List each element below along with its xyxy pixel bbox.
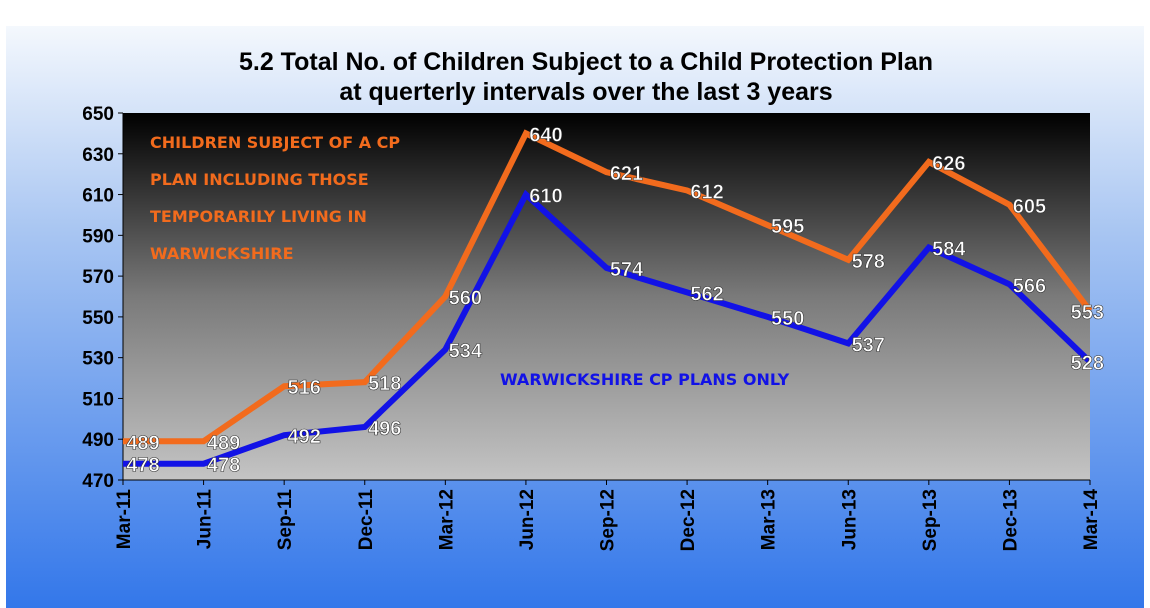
y-tick-label: 470 [82,471,114,492]
data-label: 640 [529,124,562,146]
data-label: 612 [690,181,723,203]
data-label: 562 [690,283,723,305]
y-tick-label: 650 [82,104,114,125]
series-annotation: CHILDREN SUBJECT OF A CP PLAN INCLUDING … [150,133,401,263]
series-line [123,129,1093,445]
data-label: 621 [610,163,643,185]
x-tick-label: Dec-11 [356,489,377,551]
chart-title: at querterly intervals over the last 3 y… [339,78,832,106]
data-label: 489 [126,432,159,454]
data-label: 584 [932,239,966,261]
series-annotation: WARWICKSHIRE CP PLANS ONLY [500,370,790,389]
x-tick-label: Sep-11 [275,489,296,551]
data-label: 478 [126,455,159,477]
data-label: 518 [368,373,401,395]
x-tick-label: Mar-12 [436,489,457,550]
x-tick-label: Sep-12 [598,489,619,551]
data-label: 550 [771,308,804,330]
data-label: 574 [610,259,644,281]
x-tick-label: Mar-14 [1081,489,1102,551]
chart-title: 5.2 Total No. of Children Subject to a C… [239,48,933,76]
x-tick-label: Mar-13 [759,489,780,550]
data-label: 560 [449,288,482,310]
data-label: 553 [1071,302,1104,324]
data-label: 537 [852,334,885,356]
data-label: 566 [1013,275,1046,297]
series-line [123,189,1093,467]
x-tick-label: Sep-13 [920,489,941,551]
y-tick-label: 530 [82,349,114,370]
data-label: 534 [449,341,483,363]
data-label: 516 [287,377,320,399]
data-label: 489 [207,432,240,454]
data-label: 578 [852,251,885,273]
x-tick-label: Jun-12 [517,489,538,550]
x-tick-label: Jun-13 [839,489,860,550]
data-label: 478 [207,455,240,477]
y-tick-label: 510 [82,389,114,410]
y-tick-label: 630 [82,145,114,166]
y-tick-label: 550 [82,308,114,329]
data-label: 492 [287,426,320,448]
y-tick-label: 610 [82,186,114,207]
y-tick-label: 490 [82,430,114,451]
x-tick-label: Mar-11 [114,489,135,550]
x-tick-label: Dec-12 [678,489,699,551]
x-tick-label: Dec-13 [1000,489,1021,551]
data-label: 595 [771,216,804,238]
data-label: 605 [1013,196,1046,218]
x-tick-label: Jun-11 [195,489,216,550]
data-label: 528 [1071,353,1104,375]
data-label: 610 [529,186,562,208]
data-label: 496 [368,418,401,440]
data-label: 626 [932,153,965,175]
y-tick-label: 590 [82,226,114,247]
y-tick-label: 570 [82,267,114,288]
